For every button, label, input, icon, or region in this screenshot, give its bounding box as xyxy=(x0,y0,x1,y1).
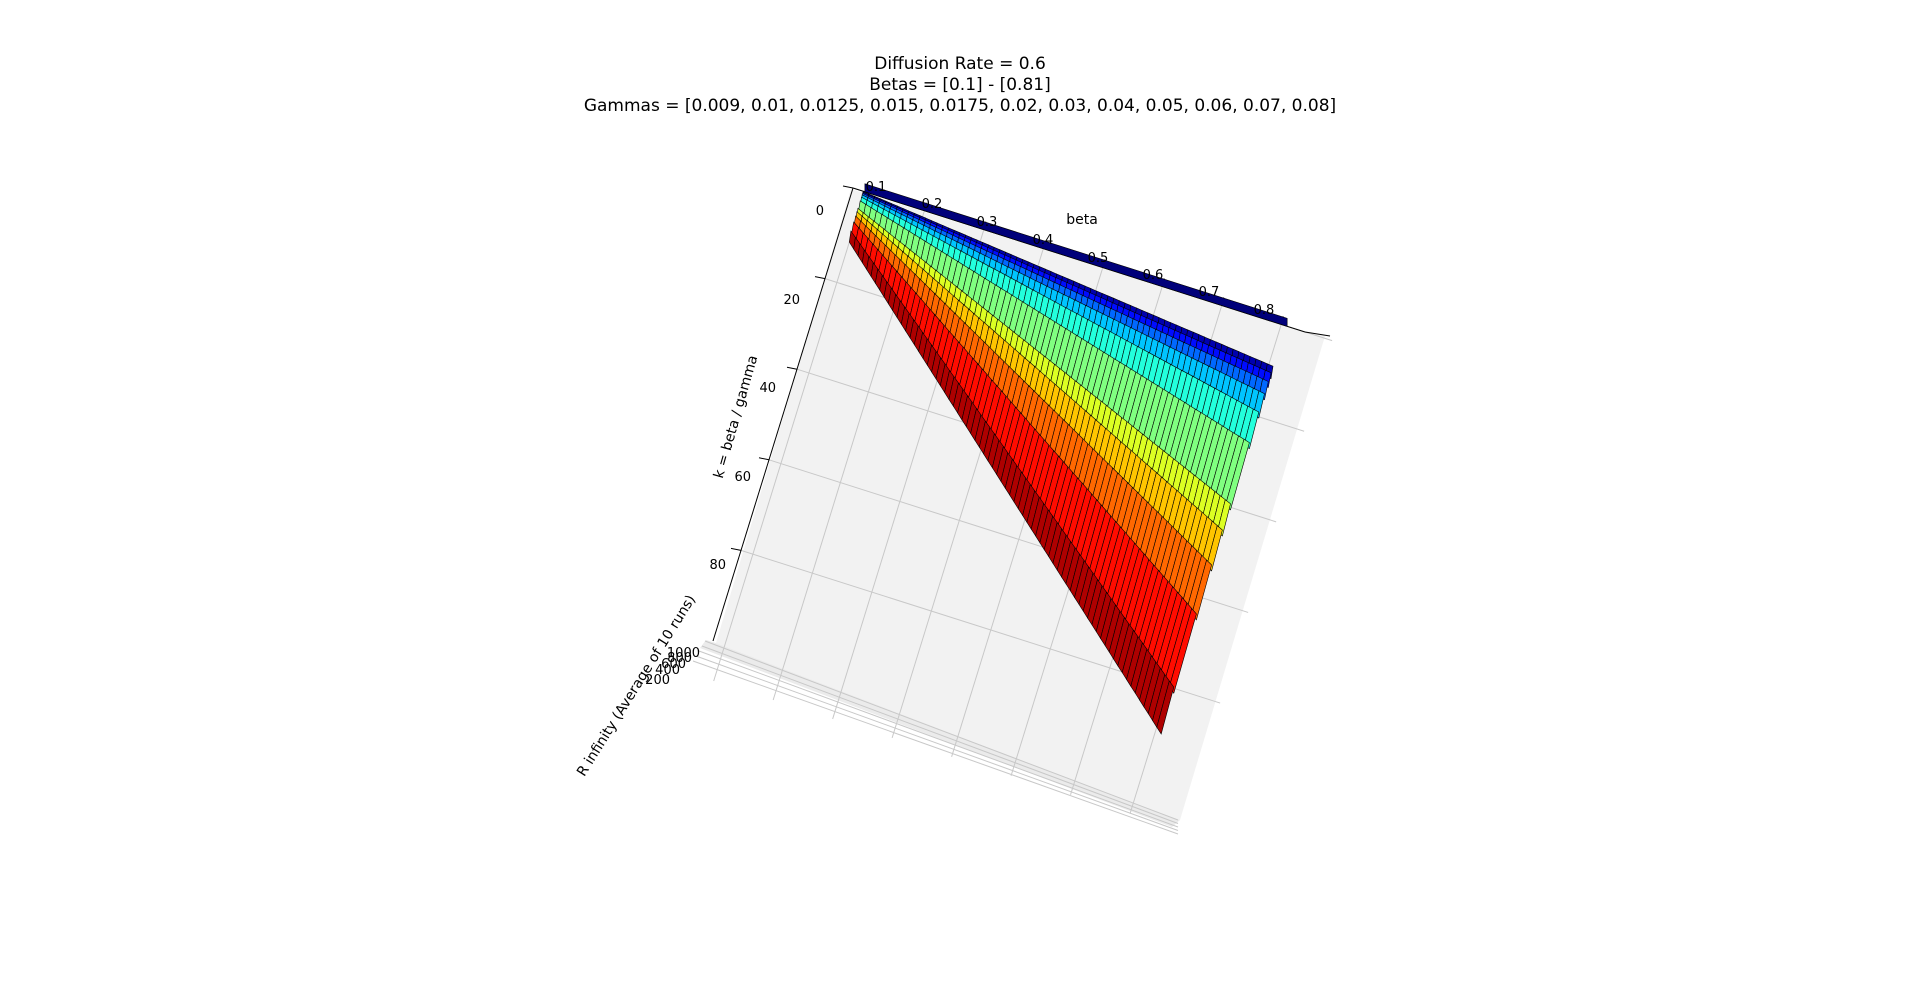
grid-line xyxy=(695,655,1179,831)
surface-facet xyxy=(1206,525,1223,572)
y-tick-label: 60 xyxy=(734,470,751,485)
surface-facet xyxy=(1216,499,1231,537)
chart-title-line-3: Gammas = [0.009, 0.01, 0.0125, 0.015, 0.… xyxy=(584,96,1336,116)
surface-mesh xyxy=(848,183,1288,735)
grid-line xyxy=(713,191,866,682)
x-tick-label: 0.1 xyxy=(866,180,887,195)
y-tick-label: 80 xyxy=(709,558,726,573)
x-tick-label: 0.8 xyxy=(1254,303,1275,318)
surface-facet xyxy=(1243,408,1260,450)
grid-line xyxy=(701,645,1179,824)
floor-pane xyxy=(700,640,1180,827)
x-axis-ticks: 0.1 0.2 0.3 0.4 0.5 0.6 0.7 0.8 xyxy=(866,180,1275,318)
z-axis-label: R infinity (Average of 10 runs) xyxy=(574,592,699,779)
y-tick-label: 20 xyxy=(783,293,800,308)
y-tick-mark xyxy=(842,185,854,189)
y-axis-line xyxy=(712,187,854,642)
y-tick-mark xyxy=(730,547,742,551)
grid-line xyxy=(704,640,1179,821)
y-tick-label: 40 xyxy=(759,381,776,396)
surface-facet xyxy=(1168,607,1197,694)
x-tick-label: 0.4 xyxy=(1033,233,1054,248)
y-axis-ticks: 0 20 40 60 80 xyxy=(709,204,824,573)
z-tick-label: 1000 xyxy=(667,646,700,661)
x-tick-label: 0.7 xyxy=(1199,285,1220,300)
x-tick-label: 0.6 xyxy=(1143,268,1164,283)
z-tick-label: 200 xyxy=(645,673,670,688)
y-tick-mark xyxy=(786,366,798,370)
z-axis-ticks: 200 400 600 800 1000 xyxy=(645,646,700,688)
grid-line xyxy=(698,650,1179,828)
x-tick-label: 0.3 xyxy=(977,215,998,230)
surface-facet xyxy=(1224,438,1250,511)
chart-title-line-2: Betas = [0.1] - [0.81] xyxy=(869,75,1050,95)
pane-edge-line xyxy=(1304,331,1331,337)
z-tick-label: 600 xyxy=(661,657,686,672)
grid-line xyxy=(692,660,1179,835)
x-axis-label: beta xyxy=(1066,212,1098,228)
surface-facet xyxy=(1156,680,1175,735)
z-tick-label: 800 xyxy=(667,651,692,666)
x-tick-label: 0.2 xyxy=(922,197,943,212)
y-tick-label: 0 xyxy=(816,204,824,219)
surface-facet xyxy=(1191,559,1212,621)
surface-top-edge xyxy=(864,183,1288,327)
chart-title-line-1: Diffusion Rate = 0.6 xyxy=(874,54,1046,74)
y-tick-mark xyxy=(814,276,826,280)
y-axis-label: k = beta / gamma xyxy=(711,354,761,481)
z-tick-label: 400 xyxy=(655,663,680,678)
y-tick-mark xyxy=(758,457,770,461)
x-tick-label: 0.5 xyxy=(1088,251,1109,266)
